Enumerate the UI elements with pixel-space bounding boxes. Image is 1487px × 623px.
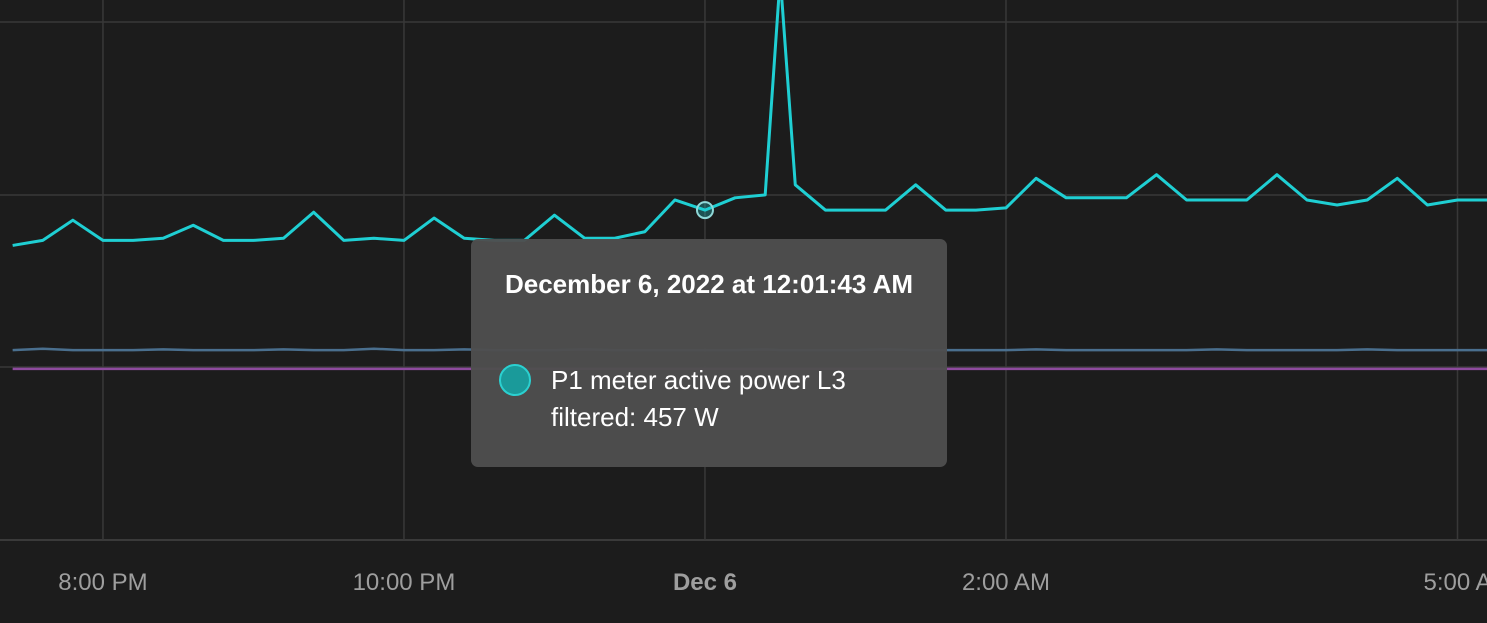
- hover-point: [695, 201, 714, 220]
- x-tick-label: 5:00 A: [1423, 569, 1487, 596]
- tooltip-title: December 6, 2022 at 12:01:43 AM: [504, 269, 914, 299]
- x-tick-label: Dec 6: [673, 569, 737, 596]
- series-line: [12, 0, 1487, 247]
- x-tick-label: 10:00 PM: [353, 569, 456, 596]
- x-axis: 8:00 PM 10:00 PM Dec 6 2:00 AM 5:00 A: [58, 569, 1487, 596]
- x-tick-label: 2:00 AM: [962, 569, 1050, 596]
- tooltip-text: P1 meter active power L3 filtered: 457 W: [551, 365, 846, 432]
- tooltip: December 6, 2022 at 12:01:43 AM P1 meter…: [471, 239, 947, 467]
- plot-area: [12, 0, 1487, 371]
- tooltip-marker: [499, 364, 531, 396]
- x-tick-label: 8:00 PM: [58, 569, 147, 596]
